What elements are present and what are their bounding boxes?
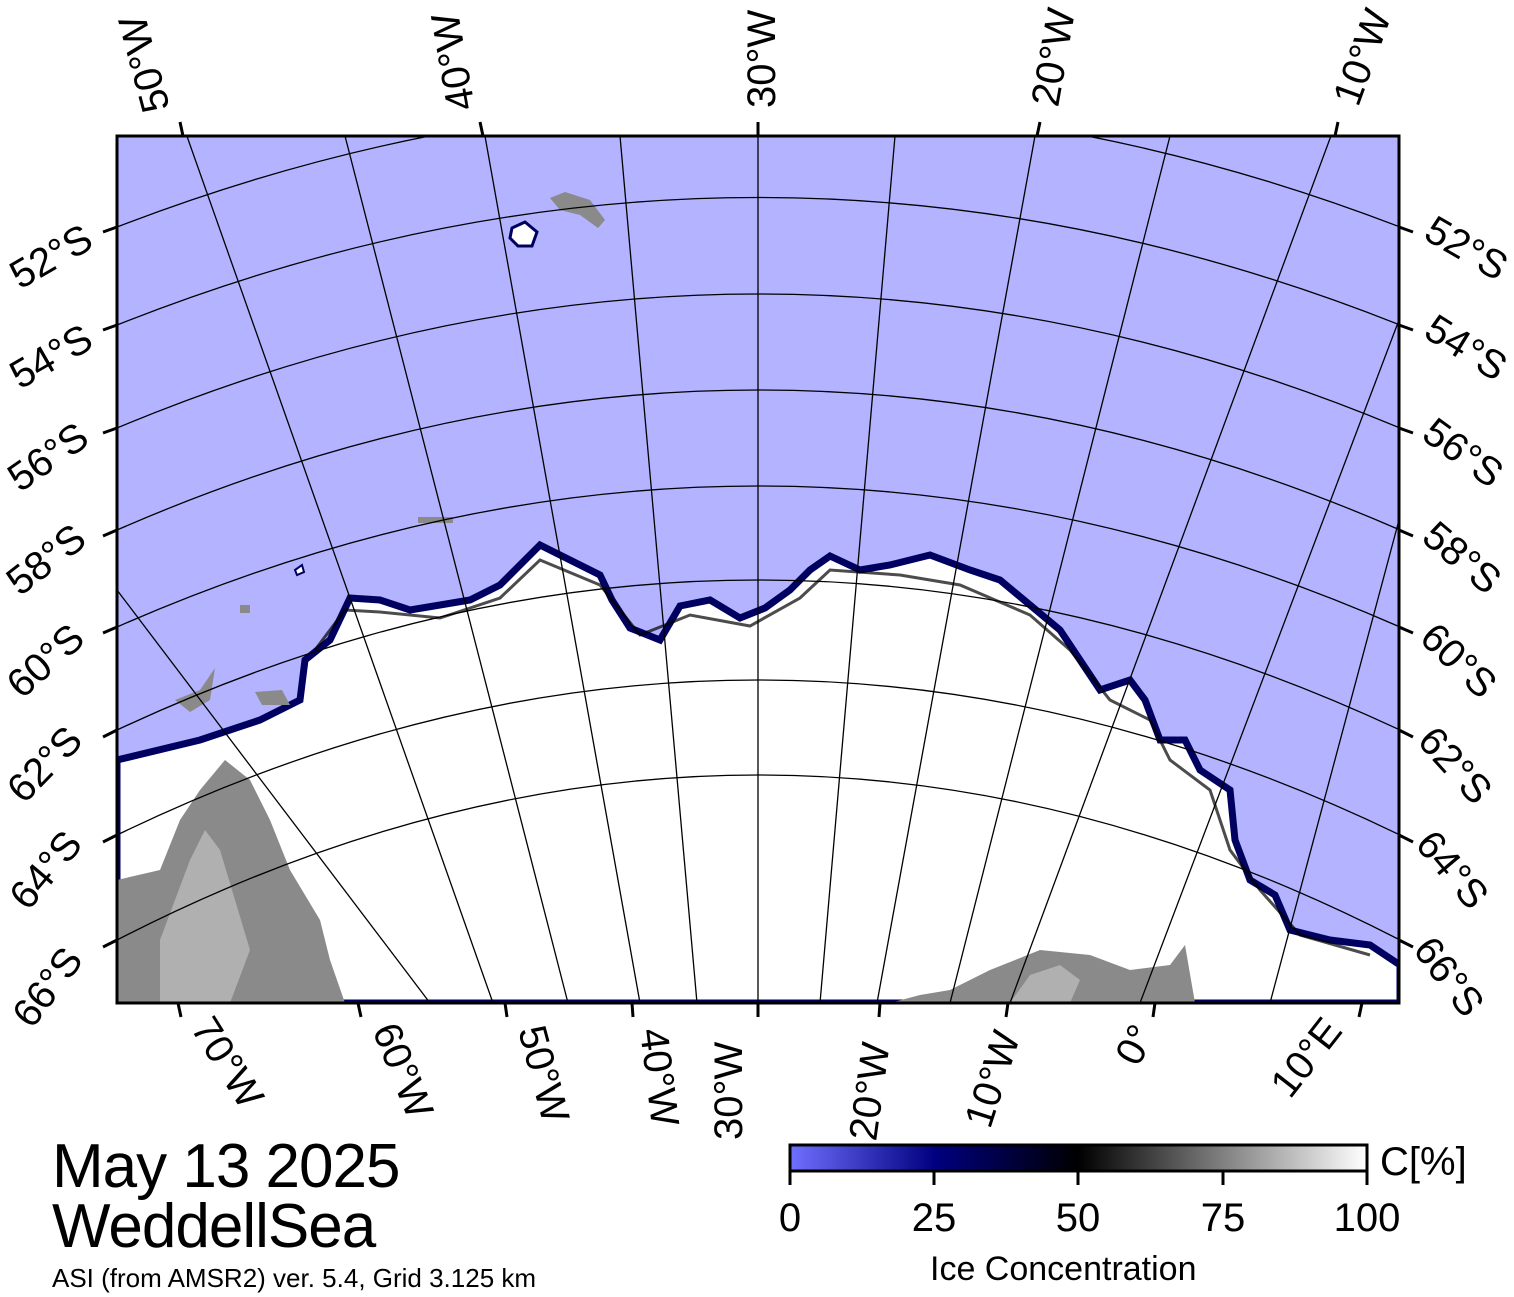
bottom-lon-label: 30°W [707, 1042, 751, 1140]
top-lon-label: 30°W [740, 10, 784, 108]
map-date: May 13 2025 [52, 1132, 400, 1201]
right-lat-label: 56°S [1415, 410, 1511, 497]
ice-patch [418, 517, 453, 523]
right-lat-label: 64°S [1407, 823, 1497, 918]
map-region: WeddellSea [52, 1192, 376, 1261]
frame-ticks [102, 121, 1414, 1018]
left-lat-label: 66°S [4, 939, 92, 1035]
left-lat-label: 60°S [0, 616, 93, 707]
top-lon-label: 50°W [111, 11, 179, 118]
colorbar-tick-label: 100 [1333, 1196, 1401, 1240]
left-lat-label: 64°S [1, 823, 91, 918]
left-lat-label: 54°S [3, 316, 100, 398]
island-white [508, 220, 539, 248]
left-lat-label: 58°S [0, 516, 94, 604]
bottom-lon-label: 10°W [957, 1026, 1029, 1133]
left-lat-label: 52°S [3, 216, 100, 298]
right-lat-labels: 52°S 54°S 56°S 58°S 60°S 62°S 64°S 66°S [1405, 208, 1514, 1025]
bottom-lon-label: 40°W [631, 1026, 687, 1129]
left-lat-label: 62°S [0, 718, 91, 811]
bottom-lon-label: 60°W [364, 1017, 442, 1125]
colorbar-tick-label: 0 [778, 1196, 802, 1240]
colorbar [788, 1143, 1369, 1173]
right-lat-label: 66°S [1405, 929, 1493, 1025]
top-lon-label: 20°W [1024, 5, 1084, 110]
right-lat-label: 58°S [1414, 513, 1509, 603]
bottom-lon-label: 70°W [182, 1009, 272, 1116]
map-source: ASI (from AMSR2) ver. 5.4, Grid 3.125 km [52, 1263, 537, 1293]
top-lon-label: 40°W [423, 9, 483, 114]
map-plot-area [117, 136, 1399, 1003]
graticule [117, 136, 1399, 1003]
coast-highlands [1010, 965, 1080, 1003]
south-georgia [550, 192, 605, 228]
bottom-lon-label: 20°W [841, 1040, 898, 1144]
bottom-lon-label: 0° [1107, 1018, 1164, 1072]
colorbar-title: Ice Concentration [930, 1250, 1197, 1288]
top-lon-label: 10°W [1325, 3, 1400, 111]
colorbar-unit: C[%] [1380, 1140, 1467, 1184]
peninsula-highlands [160, 830, 250, 1003]
colorbar-ticks [788, 1171, 1369, 1185]
ice-patch [240, 605, 250, 613]
bottom-lon-label: 10°E [1262, 1010, 1350, 1106]
right-lat-label: 60°S [1412, 615, 1505, 707]
right-lat-label: 54°S [1417, 306, 1514, 390]
ice-patch-west [255, 690, 290, 705]
bottom-lon-label: 50°W [509, 1021, 577, 1128]
colorbar-tick-label: 75 [1200, 1196, 1246, 1240]
bottom-lon-labels: 70°W 60°W 50°W 40°W 30°W 20°W 10°W 0° 10… [182, 1009, 1350, 1143]
left-lat-label: 56°S [0, 414, 97, 500]
right-lat-label: 62°S [1409, 719, 1500, 813]
right-lat-label: 52°S [1418, 208, 1514, 290]
ice-edge-fringe [313, 558, 1371, 957]
left-lat-labels: 52°S 54°S 56°S 58°S 60°S 62°S 64°S 66°S [0, 216, 100, 1035]
colorbar-tick-label: 25 [911, 1196, 957, 1240]
small-island [293, 563, 306, 577]
south-shetland-islands [175, 668, 215, 712]
top-lon-labels: 50°W 40°W 30°W 20°W 10°W [111, 3, 1400, 117]
colorbar-tick-label: 50 [1055, 1196, 1101, 1240]
